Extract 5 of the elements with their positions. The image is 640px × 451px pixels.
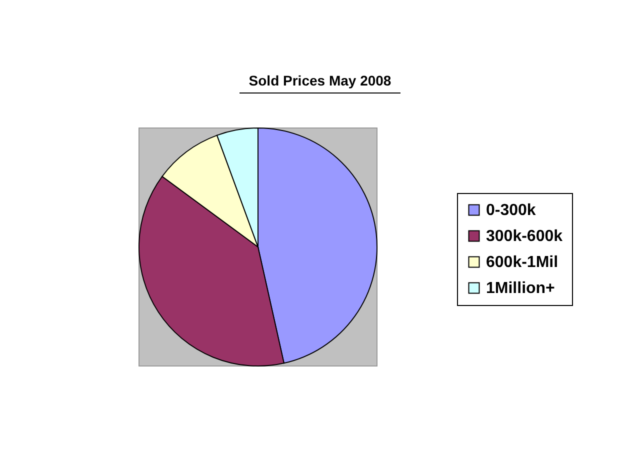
- legend-label: 1Million+: [486, 280, 555, 297]
- chart-title: Sold Prices May 2008: [248, 72, 392, 88]
- legend-label: 600k-1Mil: [486, 254, 558, 271]
- legend-label: 0-300k: [486, 202, 536, 219]
- legend-label: 300k-600k: [486, 228, 563, 245]
